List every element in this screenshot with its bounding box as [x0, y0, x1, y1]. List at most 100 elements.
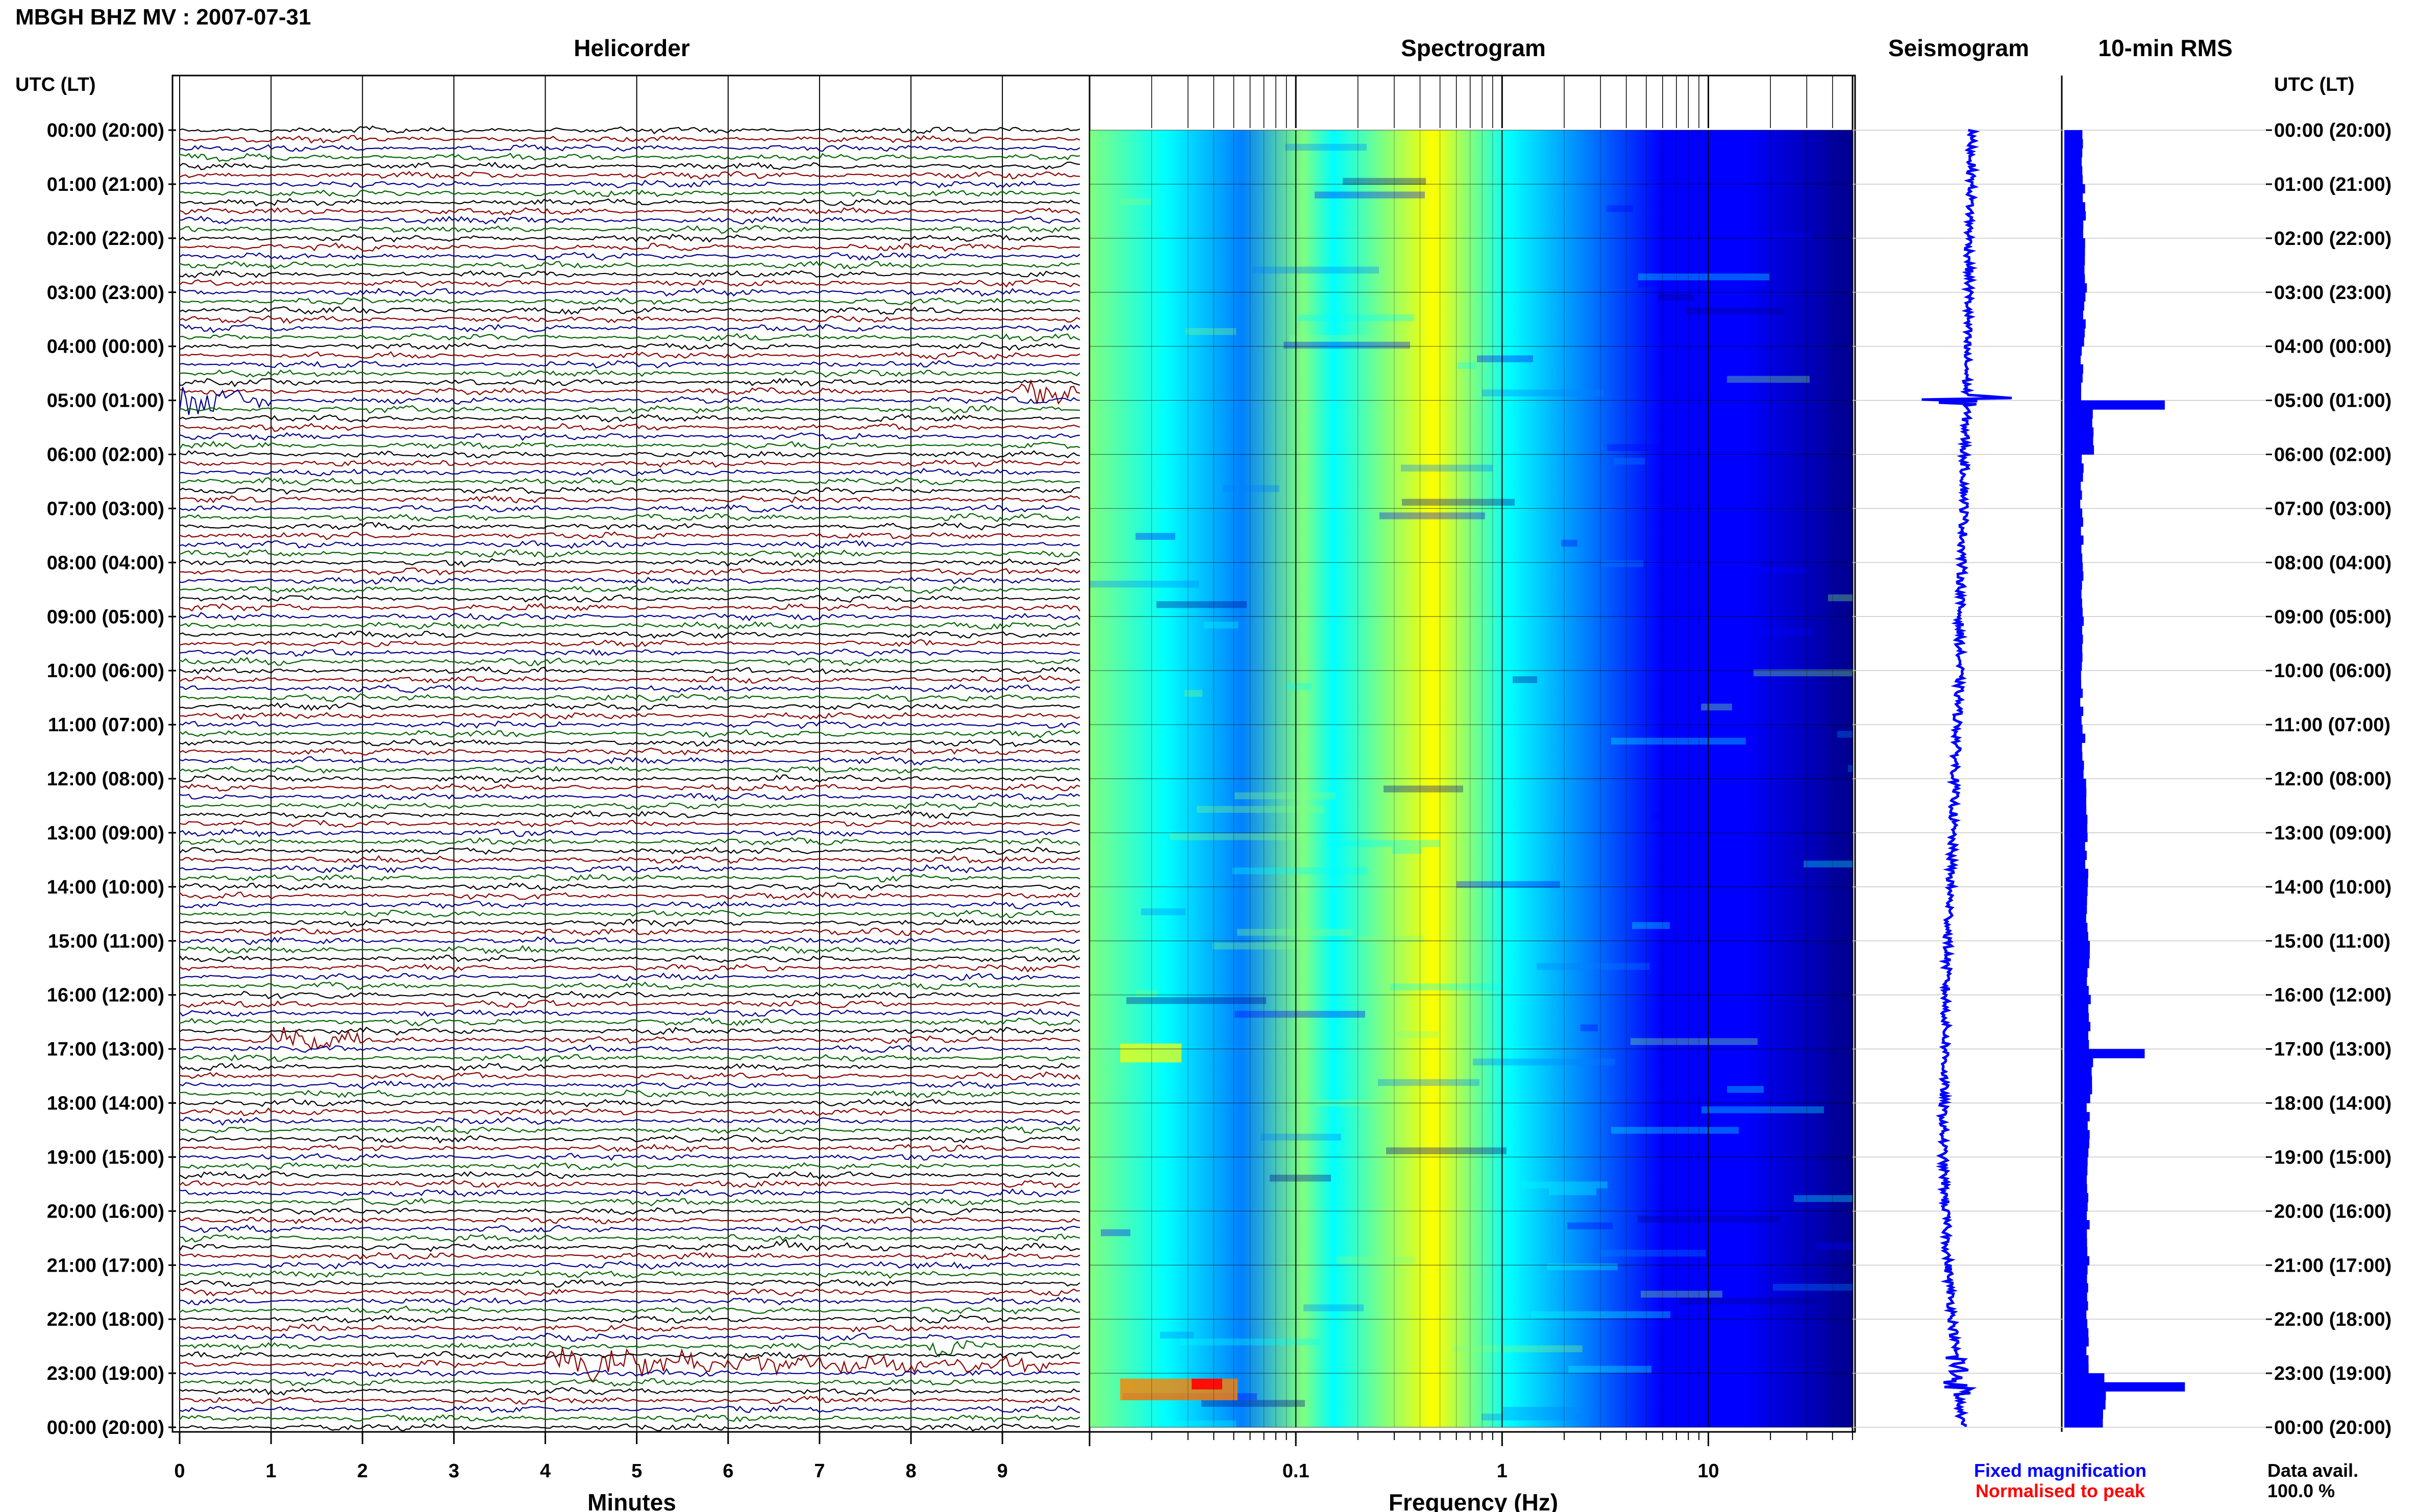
time-label-right: 00:00 (20:00) — [2274, 1417, 2391, 1439]
helicorder-trace — [179, 189, 1080, 198]
rms-bar — [2064, 1139, 2089, 1149]
rms-bar — [2064, 364, 2083, 374]
spectrogram-texture — [1379, 512, 1485, 519]
rms-bar — [2064, 382, 2081, 392]
helicorder-trace — [179, 855, 1080, 864]
spectrogram-texture — [1549, 1188, 1596, 1196]
spectrogram-texture — [1204, 622, 1238, 629]
helicorder-trace — [179, 549, 1080, 559]
rms-bar — [2064, 373, 2083, 383]
helicorder-trace — [179, 1414, 1080, 1423]
helicorder-trace — [179, 693, 1080, 702]
rms-bar — [2064, 1328, 2089, 1337]
seismogram-panel — [1853, 129, 2062, 1428]
rms-bar — [2064, 499, 2081, 509]
spectrogram-texture — [1285, 143, 1367, 151]
helicorder-trace — [179, 351, 1080, 360]
helicorder-title: Helicorder — [574, 35, 690, 61]
time-label-right: 20:00 (16:00) — [2274, 1201, 2391, 1222]
helicorder-trace — [179, 405, 1080, 414]
helicorder-trace — [179, 261, 1080, 270]
helicorder-trace — [179, 135, 1080, 144]
helicorder-x-tick-label: 4 — [540, 1460, 551, 1482]
helicorder-trace — [179, 630, 1080, 639]
helicorder-trace — [179, 1188, 1080, 1198]
helicorder-trace — [179, 738, 1080, 748]
time-label-left: 11:00 (07:00) — [48, 714, 164, 736]
rms-bar — [2064, 1067, 2092, 1077]
rms-bar — [2064, 562, 2083, 572]
helicorder-trace — [179, 504, 1080, 513]
helicorder-trace — [179, 1279, 1080, 1288]
helicorder-x-tick-label: 7 — [814, 1460, 825, 1482]
helicorder-trace — [179, 1044, 1080, 1053]
rms-bar — [2064, 184, 2085, 194]
spectrogram-texture — [1632, 922, 1670, 929]
time-label-left: 15:00 (11:00) — [48, 931, 164, 952]
time-label-left: 12:00 (08:00) — [47, 769, 164, 790]
helicorder-trace — [179, 585, 1080, 594]
spectrogram-texture — [1537, 963, 1649, 970]
helicorder-trace — [179, 387, 1080, 415]
helicorder-trace — [179, 576, 1080, 585]
helicorder-trace — [179, 450, 1080, 459]
rms-bar — [2064, 1103, 2087, 1112]
helicorder-trace — [179, 828, 1080, 837]
helicorder-trace — [179, 287, 1080, 297]
helicorder-trace — [179, 296, 1080, 305]
time-label-right: 22:00 (18:00) — [2274, 1309, 2391, 1330]
legend-normalised-to-peak: Normalised to peak — [1976, 1480, 2145, 1501]
spectrogram-texture — [1197, 806, 1324, 813]
time-label-left: 00:00 (20:00) — [47, 120, 164, 141]
helicorder-trace — [179, 369, 1080, 378]
helicorder-trace — [179, 324, 1080, 333]
spectrogram-texture — [1090, 581, 1199, 588]
rms-bar — [2064, 905, 2087, 914]
rms-bar — [2064, 950, 2090, 959]
helicorder-trace — [179, 1260, 1080, 1270]
spectrogram-texture — [1386, 1147, 1507, 1154]
helicorder-trace — [179, 477, 1080, 486]
spectrogram-x-tick-label: 0.1 — [1282, 1460, 1310, 1482]
helicorder-trace — [179, 1297, 1080, 1306]
x-axes: 0 1 2 3 4 5 6 7 8 9 0.1 1 10 — [174, 1432, 1853, 1482]
helicorder-trace — [179, 756, 1080, 766]
helicorder-trace — [179, 1144, 1080, 1153]
helicorder-trace — [179, 1027, 1080, 1051]
rms-bar — [2064, 770, 2084, 779]
helicorder-trace — [179, 1378, 1080, 1387]
helicorder-trace — [179, 215, 1080, 225]
spectrogram-texture — [1740, 232, 1810, 240]
rms-bar — [2064, 572, 2084, 581]
spectrogram-texture — [1237, 929, 1352, 936]
helicorder-trace — [179, 675, 1080, 684]
spectrogram-event — [1192, 1378, 1222, 1390]
time-label-right: 03:00 (23:00) — [2274, 282, 2391, 304]
helicorder-trace — [179, 801, 1080, 810]
time-label-right: 17:00 (13:00) — [2274, 1039, 2391, 1060]
rms-bar — [2064, 328, 2085, 338]
helicorder-trace — [179, 1386, 1080, 1396]
helicorder-trace — [179, 1026, 1080, 1036]
helicorder-trace — [179, 1423, 1080, 1432]
rms-bar — [2064, 535, 2084, 545]
helicorder-trace — [179, 945, 1080, 955]
rms-bar — [2064, 643, 2083, 653]
rms-bar — [2064, 1418, 2103, 1428]
rms-bar — [2064, 175, 2083, 185]
rms-bar — [2064, 1058, 2093, 1068]
spectrogram-texture — [1631, 1038, 1758, 1045]
helicorder-trace — [179, 1062, 1080, 1072]
rms-bar — [2064, 851, 2087, 860]
rms-bar — [2064, 1130, 2090, 1139]
rms-bar — [2064, 418, 2092, 428]
time-label-left: 20:00 (16:00) — [47, 1201, 164, 1222]
spectrogram-texture — [1303, 1304, 1364, 1311]
rms-panel — [2062, 130, 2266, 1428]
helicorder-trace — [179, 153, 1080, 162]
rms-bar — [2064, 544, 2082, 554]
spectrogram-x-tick-label: 10 — [1697, 1460, 1719, 1482]
rms-bar — [2064, 1193, 2088, 1203]
helicorder-trace — [179, 1315, 1080, 1324]
